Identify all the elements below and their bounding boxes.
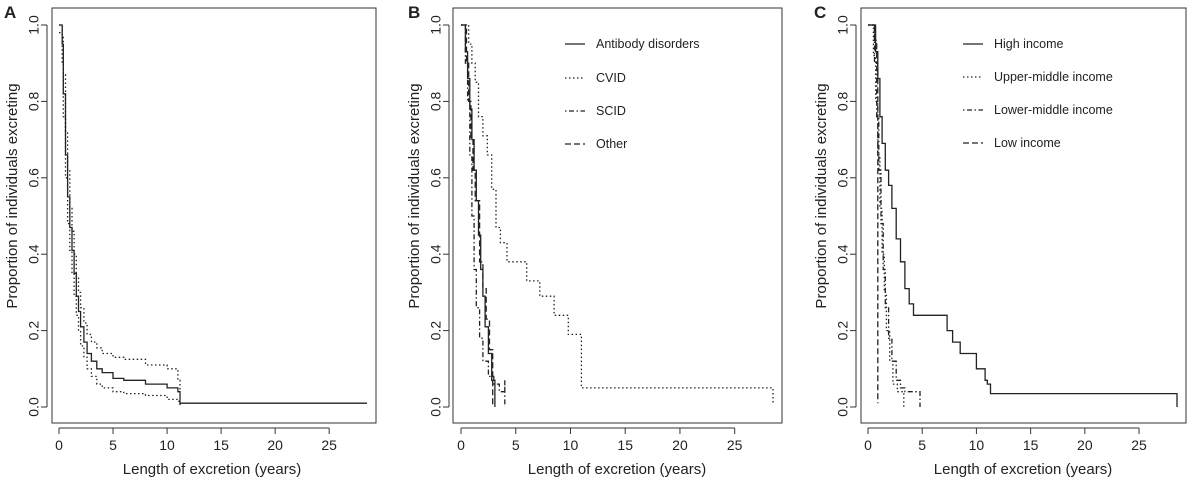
x-tick-label-b-20: 20	[672, 437, 688, 453]
y-tick-label-c-1: 1.0	[835, 15, 851, 35]
xlabel-a: Length of excretion (years)	[123, 461, 301, 478]
series-a-estimate	[59, 24, 367, 404]
x-tick-label-b-25: 25	[727, 437, 743, 453]
ylabel-b: Proportion of individuals excreting	[406, 83, 423, 308]
y-tick-label-b-0.8: 0.8	[428, 91, 444, 111]
legend-label-upper-middle-income: Upper-middle income	[994, 70, 1113, 84]
axes-a: 0 5 10 15 20 25 0.0 0.2 0.4 0.6 0.8 1.0	[26, 15, 337, 453]
panel-letter-c: C	[814, 3, 826, 22]
y-tick-label-a-0: 0.0	[26, 397, 42, 417]
legend-label-antibody-disorders: Antibody disorders	[596, 37, 700, 51]
y-tick-label-c-0.6: 0.6	[835, 168, 851, 188]
x-tick-label-b-10: 10	[563, 437, 579, 453]
axes-b: 0 5 10 15 20 25 0.0 0.2 0.4 0.6 0.8 1.0	[428, 15, 743, 453]
x-tick-label-c-0: 0	[864, 437, 872, 453]
panel-c: C Proportion of individuals excreting Le…	[813, 3, 1187, 478]
x-tick-label-a-10: 10	[159, 437, 175, 453]
plot-frame-b	[452, 7, 783, 424]
y-tick-label-b-1: 1.0	[428, 15, 444, 35]
y-tick-label-b-0: 0.0	[428, 397, 444, 417]
y-tick-label-b-0.2: 0.2	[428, 321, 444, 341]
y-tick-label-c-0: 0.0	[835, 397, 851, 417]
axes-c: 0 5 10 15 20 25 0.0 0.2 0.4 0.6 0.8 1.0	[835, 15, 1147, 453]
x-tick-label-c-10: 10	[969, 437, 985, 453]
series-c-lower-middle-income	[868, 24, 921, 407]
series-group-a	[59, 24, 367, 406]
x-tick-label-a-0: 0	[55, 437, 63, 453]
legend-label-high-income: High income	[994, 37, 1064, 51]
y-tick-label-b-0.6: 0.6	[428, 168, 444, 188]
panel-letter-a: A	[4, 3, 16, 22]
ylabel-c: Proportion of individuals excreting	[813, 83, 830, 308]
y-tick-label-a-1: 1.0	[26, 15, 42, 35]
series-group-b	[461, 24, 774, 407]
panel-b: B Proportion of individuals excreting Le…	[406, 3, 783, 478]
x-tick-label-c-25: 25	[1131, 437, 1147, 453]
plot-frame-c	[860, 7, 1187, 424]
x-tick-label-a-25: 25	[321, 437, 337, 453]
ylabel-a: Proportion of individuals excreting	[4, 83, 21, 308]
y-tick-label-c-0.2: 0.2	[835, 321, 851, 341]
x-tick-label-a-20: 20	[267, 437, 283, 453]
legend-b: Antibody disorders CVID SCID Other	[565, 37, 700, 151]
y-tick-label-a-0.2: 0.2	[26, 321, 42, 341]
xlabel-c: Length of excretion (years)	[934, 461, 1112, 478]
series-a-lower-95-ci	[59, 31, 181, 406]
panel-a: A Proportion of individuals excreting Le…	[4, 3, 377, 478]
x-tick-label-c-5: 5	[918, 437, 926, 453]
legend-label-scid: SCID	[596, 104, 626, 118]
y-tick-label-a-0.8: 0.8	[26, 91, 42, 111]
legend-label-other: Other	[596, 137, 627, 151]
xlabel-b: Length of excretion (years)	[528, 461, 706, 478]
x-tick-label-c-15: 15	[1023, 437, 1039, 453]
x-tick-label-a-15: 15	[213, 437, 229, 453]
legend-label-low-income: Low income	[994, 136, 1061, 150]
x-tick-label-b-15: 15	[617, 437, 633, 453]
series-c-low-income	[868, 24, 879, 404]
series-b-scid	[461, 24, 506, 407]
y-tick-label-c-0.4: 0.4	[835, 244, 851, 264]
y-tick-label-b-0.4: 0.4	[428, 244, 444, 264]
y-tick-label-a-0.4: 0.4	[26, 244, 42, 264]
legend-c: High income Upper-middle income Lower-mi…	[963, 37, 1113, 150]
y-tick-label-c-0.8: 0.8	[835, 91, 851, 111]
legend-label-lower-middle-income: Lower-middle income	[994, 103, 1113, 117]
x-tick-label-c-20: 20	[1077, 437, 1093, 453]
plot-frame-a	[51, 7, 377, 424]
legend-label-cvid: CVID	[596, 71, 626, 85]
x-tick-label-a-5: 5	[109, 437, 117, 453]
panel-letter-b: B	[408, 3, 420, 22]
series-group-c	[868, 24, 1178, 407]
series-c-high-income	[868, 24, 1178, 407]
x-tick-label-b-0: 0	[457, 437, 465, 453]
series-a-upper-95-ci	[59, 24, 181, 392]
y-tick-label-a-0.6: 0.6	[26, 168, 42, 188]
series-b-other	[461, 24, 494, 407]
x-tick-label-b-5: 5	[512, 437, 520, 453]
series-c-upper-middle-income	[868, 24, 905, 407]
